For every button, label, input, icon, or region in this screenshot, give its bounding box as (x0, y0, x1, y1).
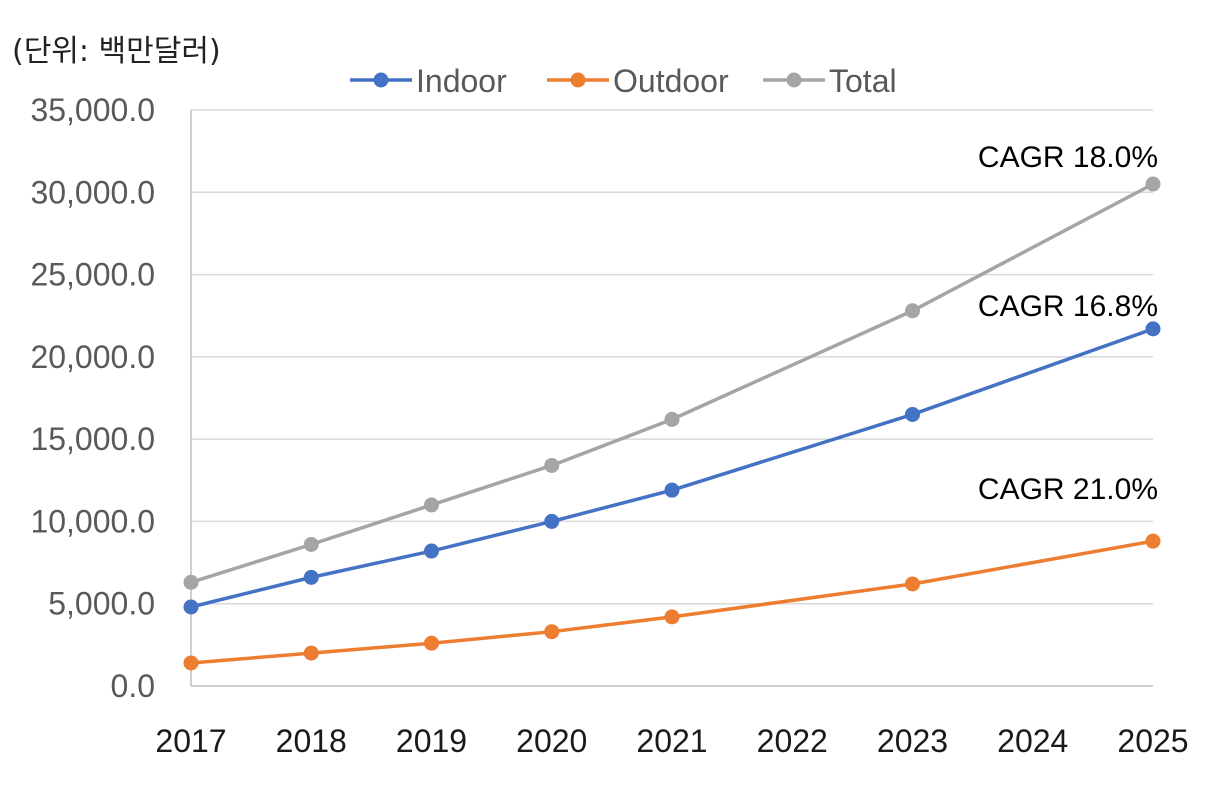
y-tick-label: 5,000.0 (48, 586, 155, 622)
x-tick-label: 2023 (877, 723, 948, 759)
data-point-total (424, 497, 439, 513)
data-point-outdoor (664, 609, 680, 625)
y-tick-label: 35,000.0 (30, 92, 155, 128)
unit-label: (단위: 백만달러) (12, 34, 221, 69)
y-tick-label: 0.0 (111, 668, 155, 704)
data-point-total (183, 574, 199, 590)
data-point-indoor (424, 543, 439, 559)
data-point-total (303, 536, 319, 552)
data-point-total (1145, 176, 1161, 192)
data-point-indoor (303, 569, 319, 585)
y-tick-label: 20,000.0 (30, 339, 155, 375)
legend-marker-indoor (373, 72, 389, 88)
cagr-annotation: CAGR 18.0% (978, 141, 1158, 174)
cagr-annotation: CAGR 16.8% (978, 290, 1158, 323)
series-points (183, 176, 1161, 671)
data-point-total (544, 457, 560, 473)
y-tick-label: 10,000.0 (30, 503, 155, 539)
cagr-annotation: CAGR 21.0% (978, 473, 1158, 506)
data-point-outdoor (1145, 533, 1161, 549)
legend: Indoor Outdoor Total (350, 63, 897, 99)
data-point-outdoor (905, 576, 920, 592)
x-axis-ticks: 2017 2018 2019 2020 2021 2022 2023 2024 2025 (155, 723, 1188, 759)
data-point-outdoor (424, 635, 439, 651)
legend-label-total: Total (829, 63, 897, 99)
gridlines (190, 109, 1153, 687)
data-point-total (905, 303, 920, 319)
x-tick-label: 2024 (997, 723, 1068, 759)
series-line-total (190, 182, 1154, 584)
x-tick-label: 2022 (757, 723, 828, 759)
data-point-indoor (664, 482, 680, 498)
legend-marker-total (786, 72, 802, 88)
x-tick-label: 2017 (155, 723, 226, 759)
x-tick-label: 2025 (1117, 723, 1188, 759)
legend-label-outdoor: Outdoor (613, 63, 729, 99)
data-point-indoor (183, 599, 199, 615)
y-tick-label: 25,000.0 (30, 257, 155, 293)
data-point-indoor (905, 406, 920, 422)
series-line-outdoor (190, 539, 1154, 665)
x-tick-label: 2021 (636, 723, 707, 759)
y-tick-label: 30,000.0 (30, 174, 155, 210)
x-tick-label: 2020 (516, 723, 587, 759)
data-point-indoor (544, 513, 560, 529)
data-point-total (664, 411, 680, 427)
y-tick-label: 15,000.0 (30, 421, 155, 457)
data-point-indoor (1145, 321, 1161, 337)
legend-marker-outdoor (570, 72, 586, 88)
legend-label-indoor: Indoor (416, 63, 507, 99)
data-point-outdoor (303, 645, 319, 661)
data-point-outdoor (183, 655, 199, 671)
annotations: CAGR 18.0% CAGR 16.8% CAGR 21.0% (978, 141, 1158, 506)
y-axis-ticks: 0.0 5,000.0 10,000.0 15,000.0 20,000.0 25,000… (30, 92, 155, 704)
x-tick-label: 2019 (396, 723, 467, 759)
data-point-outdoor (544, 624, 560, 640)
x-tick-label: 2018 (276, 723, 347, 759)
